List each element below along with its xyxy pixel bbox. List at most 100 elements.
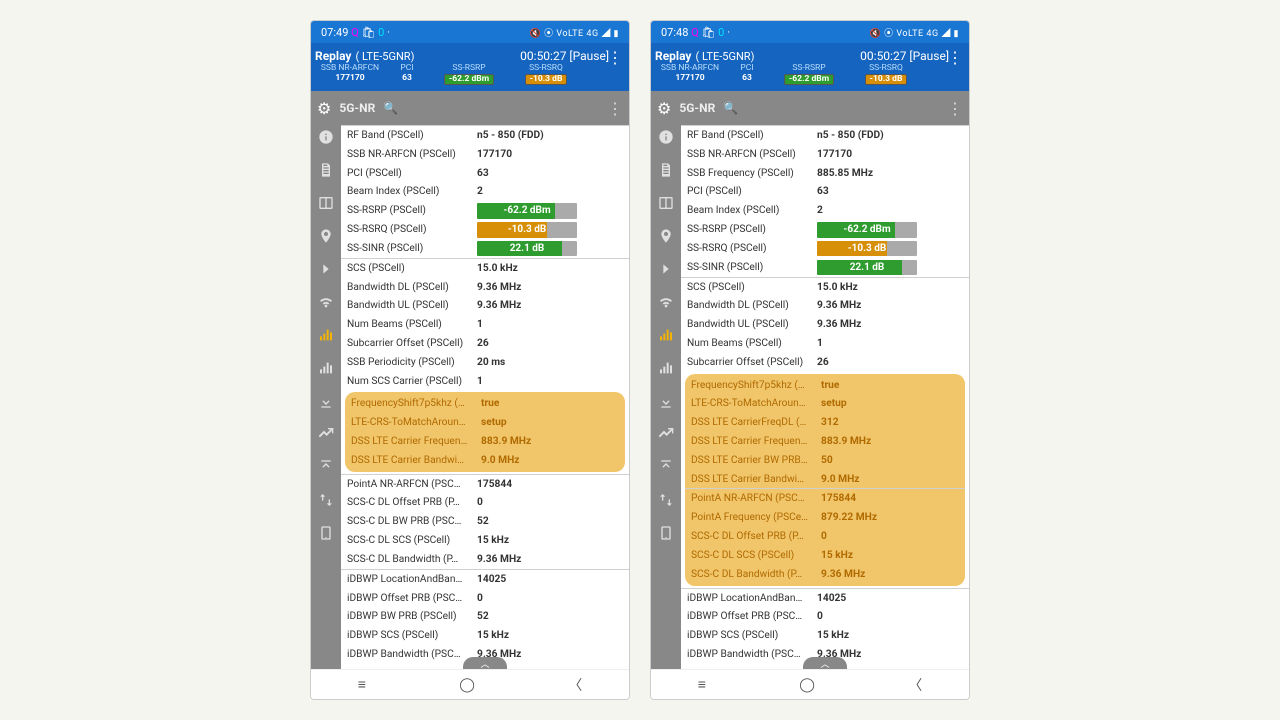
kv-label: PCI (PSCell) — [347, 166, 477, 182]
kv-label: SCS-C DL Offset PRB (P… — [691, 529, 821, 545]
sidebar-item-chev[interactable] — [314, 261, 338, 280]
kv-row: SS-SINR (PSCell)22.1 dB — [341, 239, 629, 258]
toolbar-overflow-icon[interactable]: ⋮ — [947, 99, 963, 118]
value-bar: 22.1 dB — [477, 241, 577, 257]
kv-row: LTE-CRS-ToMatchAroun…setup — [345, 413, 625, 432]
filter-value: 5G-NR — [679, 101, 715, 115]
replay-network: ( LTE-5GNR) — [355, 50, 414, 63]
kv-value: 1 — [477, 317, 623, 333]
toolbar-overflow-icon[interactable]: ⋮ — [607, 99, 623, 118]
header-metric: SSB NR-ARFCN177170 — [655, 64, 725, 85]
settings-gear-icon[interactable]: ⚙ — [317, 99, 331, 118]
filter-field[interactable]: 5G-NR 🔍 — [339, 101, 599, 115]
kv-value: 1 — [477, 374, 623, 390]
kv-label: SSB NR-ARFCN (PSCell) — [687, 147, 817, 163]
phone-screenshot: 07:49 Q 🛍 0 ·🔇 ⦿ VoLTE 4G ◢ ▮Replay( LTE… — [310, 20, 630, 700]
header-metric: SS-RSRP-62.2 dBm — [769, 64, 849, 85]
filter-toolbar: ⚙ 5G-NR 🔍 ⋮ — [311, 91, 629, 125]
expand-up-handle[interactable]: ︿ — [463, 657, 507, 669]
sidebar-item-wifi[interactable] — [314, 294, 338, 313]
overflow-menu-icon[interactable]: ⋮ — [607, 55, 623, 61]
statusbar-right: 🔇 ⦿ VoLTE 4G ◢ ▮ — [530, 26, 619, 39]
kv-label: DSS LTE Carrier Frequen… — [351, 434, 481, 450]
sidebar-item-wifi[interactable] — [654, 294, 678, 313]
parameter-list[interactable]: RF Band (PSCell)n5 - 850 (FDD)SSB NR-ARF… — [341, 125, 629, 669]
search-icon[interactable]: 🔍 — [723, 101, 738, 115]
kv-label: SSB Frequency (PSCell) — [687, 166, 817, 182]
filter-value: 5G-NR — [339, 101, 375, 115]
sidebar-item-book[interactable] — [314, 195, 338, 214]
sidebar-item-phone[interactable] — [314, 525, 338, 544]
sidebar-item-info[interactable] — [654, 129, 678, 148]
sidebar-item-bars[interactable] — [654, 327, 678, 346]
kv-label: DSS LTE CarrierFreqDL (… — [691, 415, 821, 431]
kv-row: iDBWP Offset PRB (PSC…0 — [341, 589, 629, 608]
sidebar-item-pin[interactable] — [654, 228, 678, 247]
nav-recents-icon[interactable]: ≡ — [358, 676, 366, 693]
sidebar-item-down[interactable] — [314, 393, 338, 412]
kv-label: Subcarrier Offset (PSCell) — [347, 336, 477, 352]
kv-value: 2 — [817, 203, 963, 219]
nav-back-icon[interactable]: 〈 — [568, 675, 582, 695]
value-bar: -10.3 dB — [817, 241, 917, 257]
replay-header: Replay( LTE-5GNR)00:50:27 [Pause]SSB NR-… — [651, 43, 969, 91]
kv-label: FrequencyShift7p5khz (… — [351, 396, 481, 412]
kv-value: 26 — [477, 336, 623, 352]
nav-recents-icon[interactable]: ≡ — [698, 676, 706, 693]
sidebar-item-book[interactable] — [654, 195, 678, 214]
kv-value: 15.0 kHz — [817, 280, 963, 296]
kv-row: Bandwidth UL (PSCell)9.36 MHz — [681, 315, 969, 334]
expand-up-handle[interactable]: ︿ — [803, 657, 847, 669]
kv-value: setup — [821, 396, 959, 412]
kv-row: DSS LTE Carrier Frequen…883.9 MHz — [345, 432, 625, 451]
sidebar-item-down[interactable] — [654, 393, 678, 412]
nav-back-icon[interactable]: 〈 — [908, 675, 922, 695]
kv-value: 879.22 MHz — [821, 510, 959, 526]
nav-home-icon[interactable]: ◯ — [459, 677, 475, 693]
kv-label: iDBWP Bandwidth (PSC… — [347, 647, 477, 663]
sidebar-item-doc[interactable] — [654, 162, 678, 181]
kv-value: 20 ms — [477, 355, 623, 371]
sidebar-item-swap[interactable] — [654, 492, 678, 511]
search-icon[interactable]: 🔍 — [383, 101, 398, 115]
kv-row: LTE-CRS-ToMatchAroun…setup — [685, 394, 965, 413]
sidebar-item-swap[interactable] — [314, 492, 338, 511]
kv-value: 15 kHz — [821, 548, 959, 564]
overflow-menu-icon[interactable]: ⋮ — [947, 55, 963, 61]
kv-value: 0 — [477, 591, 623, 607]
kv-value: true — [821, 378, 959, 394]
kv-row: Num SCS Carrier (PSCell)1 — [341, 372, 629, 391]
nav-home-icon[interactable]: ◯ — [799, 677, 815, 693]
sidebar-item-chart[interactable] — [654, 426, 678, 445]
kv-label: DSS LTE Carrier BW PRB… — [691, 453, 821, 469]
kv-row: DSS LTE Carrier Frequen…883.9 MHz — [685, 432, 965, 451]
kv-label: iDBWP LocationAndBan… — [687, 591, 817, 607]
kv-row: PointA Frequency (PSCe…879.22 MHz — [685, 508, 965, 527]
value-bar: -62.2 dBm — [817, 222, 917, 238]
sidebar-item-phone[interactable] — [654, 525, 678, 544]
sidebar-item-bars[interactable] — [314, 327, 338, 346]
kv-label: DSS LTE Carrier Frequen… — [691, 434, 821, 450]
kv-value: 175844 — [821, 491, 959, 507]
kv-label: LTE-CRS-ToMatchAroun… — [351, 415, 481, 431]
android-navbar: ≡ ◯ 〈 — [311, 669, 629, 699]
sidebar-item-bars2[interactable] — [654, 360, 678, 379]
sidebar-item-doc[interactable] — [314, 162, 338, 181]
sidebar-item-pin[interactable] — [314, 228, 338, 247]
sidebar-item-chev[interactable] — [654, 261, 678, 280]
parameter-list[interactable]: RF Band (PSCell)n5 - 850 (FDD)SSB NR-ARF… — [681, 125, 969, 669]
sidebar-item-up[interactable] — [654, 459, 678, 478]
sidebar-item-up[interactable] — [314, 459, 338, 478]
kv-label: Bandwidth UL (PSCell) — [687, 317, 817, 333]
sidebar-item-chart[interactable] — [314, 426, 338, 445]
kv-label: SCS-C DL Bandwidth (P… — [347, 552, 477, 568]
kv-row: Beam Index (PSCell)2 — [341, 182, 629, 201]
kv-label: Num SCS Carrier (PSCell) — [347, 374, 477, 390]
sidebar-item-info[interactable] — [314, 129, 338, 148]
sidebar-item-bars2[interactable] — [314, 360, 338, 379]
filter-field[interactable]: 5G-NR 🔍 — [679, 101, 939, 115]
kv-row: DSS LTE Carrier Bandwi…9.0 MHz — [685, 470, 965, 489]
settings-gear-icon[interactable]: ⚙ — [657, 99, 671, 118]
kv-row: iDBWP SCS (PSCell)15 kHz — [681, 626, 969, 645]
kv-label: iDBWP Offset PRB (PSC… — [687, 609, 817, 625]
